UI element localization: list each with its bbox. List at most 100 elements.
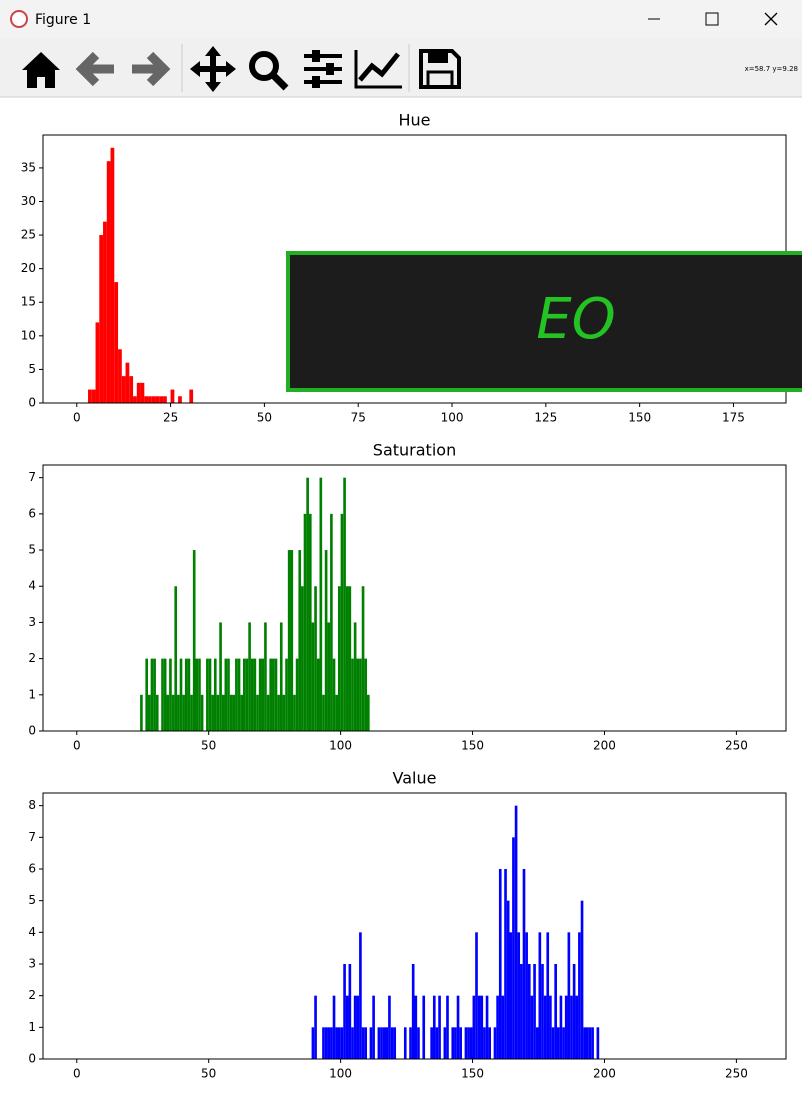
histogram-bar: [171, 694, 175, 731]
histogram-bar: [543, 995, 547, 1059]
histogram-bar: [285, 658, 288, 731]
histogram-bar: [361, 1027, 365, 1059]
histogram-bar: [472, 995, 476, 1059]
y-tick-label: 0: [28, 724, 36, 738]
histogram-bar: [240, 694, 243, 731]
histogram-bar: [385, 1027, 389, 1059]
histogram-bar: [301, 586, 304, 731]
save-button[interactable]: [419, 49, 461, 89]
configure-button[interactable]: [304, 50, 342, 88]
histogram-bar: [337, 1027, 341, 1059]
histogram-bar: [578, 932, 581, 1059]
histogram-bar: [559, 995, 563, 1059]
histogram-bar: [451, 1027, 455, 1059]
histogram-bar: [145, 658, 149, 731]
maximize-button[interactable]: [705, 12, 719, 26]
histogram-bar: [411, 964, 415, 1059]
histogram-bar: [306, 477, 309, 731]
histogram-bar: [322, 694, 325, 731]
x-tick-label: 100: [329, 1067, 352, 1081]
y-tick-label: 5: [28, 893, 36, 907]
edit-axes-button[interactable]: [354, 50, 402, 89]
histogram-bar: [264, 622, 267, 731]
histogram-bar: [332, 995, 336, 1059]
back-button[interactable]: [75, 51, 114, 87]
histogram-bar: [546, 932, 550, 1059]
histogram-bar: [213, 658, 217, 731]
histogram-bar: [216, 694, 220, 731]
histogram-bar: [166, 694, 170, 731]
histogram-bar: [456, 995, 460, 1059]
histogram-bar: [562, 1027, 565, 1059]
overlay-text: EO: [536, 287, 615, 352]
y-tick-label: 35: [21, 160, 36, 174]
histogram-bar: [591, 1027, 594, 1059]
histogram-bar: [335, 694, 338, 731]
histogram-bar: [153, 658, 156, 731]
histogram-bar: [150, 658, 154, 731]
y-tick-label: 1: [28, 687, 36, 701]
close-button[interactable]: [764, 12, 778, 26]
histogram-bar: [293, 694, 296, 731]
histogram-bar: [136, 382, 141, 403]
histogram-bar: [327, 622, 331, 731]
histogram-bar: [377, 1027, 381, 1059]
histogram-bar: [353, 622, 357, 731]
y-tick-label: 2: [28, 651, 36, 665]
histogram-bar: [446, 995, 449, 1059]
histogram-bar: [324, 550, 328, 731]
home-button[interactable]: [22, 52, 60, 88]
histogram-bar: [522, 869, 526, 1059]
histogram-bar: [422, 995, 426, 1059]
histogram-bar: [567, 932, 571, 1059]
histogram-bar: [506, 900, 510, 1059]
histogram-bar: [95, 322, 100, 403]
window-title: Figure 1: [35, 12, 91, 28]
histogram-bar: [533, 964, 536, 1059]
x-tick-label: 150: [628, 411, 651, 425]
histogram-bar: [520, 964, 523, 1059]
overlay-box: [286, 251, 802, 392]
histogram-bar: [335, 1027, 338, 1059]
x-tick-label: 50: [257, 411, 272, 425]
histogram-bar: [517, 932, 521, 1059]
histogram-bar: [250, 658, 254, 731]
pan-button[interactable]: [190, 46, 236, 92]
histogram-bar: [211, 694, 214, 731]
histogram-bar: [161, 658, 164, 731]
forward-button[interactable]: [132, 51, 171, 87]
histogram-bar: [348, 586, 352, 731]
zoom-button[interactable]: [249, 51, 289, 91]
histogram-bar: [596, 1027, 600, 1059]
histogram-bar: [467, 1027, 470, 1059]
x-tick-label: 150: [461, 739, 484, 753]
y-tick-label: 4: [28, 579, 36, 593]
y-tick-label: 2: [28, 988, 36, 1002]
histogram-bar: [187, 658, 191, 731]
histogram-bar: [359, 658, 362, 731]
histogram-bar: [266, 694, 270, 731]
y-tick-label: 3: [28, 615, 36, 629]
histogram-bar: [282, 694, 286, 731]
histogram-bar: [319, 477, 323, 731]
histogram-bar: [572, 964, 576, 1059]
y-tick-label: 1: [28, 1020, 36, 1034]
histogram-bar: [575, 995, 579, 1059]
histogram-bar: [314, 995, 317, 1059]
histogram-bar: [364, 1027, 368, 1059]
chart-title: Saturation: [373, 441, 456, 460]
histogram-bar: [190, 694, 193, 731]
x-tick-label: 25: [163, 411, 178, 425]
histogram-bar: [163, 396, 167, 403]
histogram-bar: [140, 382, 145, 403]
histogram-bar: [556, 1027, 560, 1059]
histogram-bar: [343, 477, 346, 731]
histogram-bar: [148, 694, 151, 731]
histogram-bar: [290, 550, 294, 731]
histogram-bar: [256, 694, 259, 731]
histogram-bar: [414, 995, 418, 1059]
histogram-bar: [580, 900, 584, 1059]
histogram-bar: [206, 658, 209, 731]
